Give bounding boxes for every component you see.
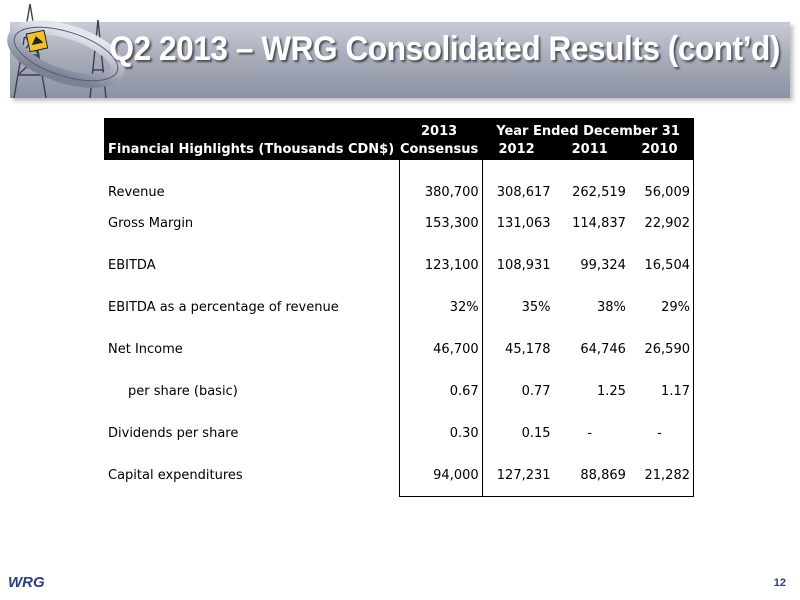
cell-2011: 262,519 (572, 184, 626, 200)
header-banner: Q2 2013 – WRG Consolidated Results (cont… (0, 0, 800, 100)
cell-2011: - (587, 425, 593, 441)
cell-2012: 45,178 (505, 341, 551, 357)
row-label: EBITDA (108, 257, 156, 273)
cell-2011: 38% (596, 299, 626, 315)
financial-highlights-table: 2013 Year Ended December 31 Financial Hi… (104, 118, 694, 497)
cell-2012: 0.15 (521, 425, 551, 441)
cell-2010: - (628, 412, 694, 454)
table-row: Dividends per share 0.30 0.15 - - (104, 412, 694, 454)
company-logo-graphic (7, 3, 125, 99)
spacer-cell (628, 160, 694, 182)
row-label: Dividends per share (108, 425, 239, 441)
cell-consensus: 0.67 (398, 370, 483, 412)
table-row: Net Income 46,700 45,178 64,746 26,590 (104, 328, 694, 370)
row-label: Revenue (108, 184, 165, 200)
table-row: per share (basic) 0.67 0.77 1.25 1.17 (104, 370, 694, 412)
cell-consensus: 46,700 (398, 328, 483, 370)
table-row: EBITDA as a percentage of revenue 32% 35… (104, 286, 694, 328)
cell-2010: 56,009 (628, 182, 694, 202)
cell-consensus: 123,100 (398, 244, 483, 286)
cell-2012: 0.77 (521, 383, 551, 399)
page-number: 12 (773, 577, 786, 589)
cell-2010: 29% (628, 286, 694, 328)
cell-consensus: 153,300 (398, 202, 483, 244)
cell-2011: 99,324 (580, 257, 626, 273)
cell-2012: 131,063 (496, 215, 551, 231)
cell-consensus: 0.30 (398, 412, 483, 454)
spacer-cell (554, 160, 629, 182)
table-row: EBITDA 123,100 108,931 99,324 16,504 (104, 244, 694, 286)
header-2010: 2010 (628, 139, 694, 160)
cell-consensus: 94,000 (398, 454, 483, 497)
cell-2012: 308,617 (496, 184, 551, 200)
slide-title: Q2 2013 – WRG Consolidated Results (cont… (109, 30, 780, 68)
row-label: EBITDA as a percentage of revenue (108, 299, 339, 315)
table-spacer-row (104, 160, 694, 182)
header-financial-highlights: Financial Highlights (Thousands CDN$) (104, 139, 400, 160)
table-header-row-2: Financial Highlights (Thousands CDN$) Co… (104, 139, 694, 160)
cell-2011: 1.25 (596, 383, 626, 399)
spacer-cell (398, 160, 483, 182)
cell-2011: 114,837 (572, 215, 626, 231)
header-2011: 2011 (553, 139, 629, 160)
header-2012: 2012 (482, 139, 554, 160)
spacer-cell (482, 160, 553, 182)
table-row: Revenue 380,700 308,617 262,519 56,009 (104, 182, 694, 202)
cell-2011: 64,746 (580, 341, 626, 357)
header-empty-cell (104, 118, 400, 139)
cell-2010: 26,590 (628, 328, 694, 370)
header-consensus: Consensus (398, 139, 483, 160)
row-label: Capital expenditures (108, 467, 243, 483)
cell-2011: 88,869 (553, 454, 629, 497)
cell-consensus: 380,700 (398, 182, 483, 202)
cell-2010: 16,504 (628, 244, 694, 286)
cell-2012: 108,931 (496, 257, 551, 273)
table-row: Gross Margin 153,300 131,063 114,837 22,… (104, 202, 694, 244)
cell-2012: 35% (521, 299, 551, 315)
cell-2010: 22,902 (628, 202, 694, 244)
table-header-row-1: 2013 Year Ended December 31 (104, 118, 694, 139)
spacer-cell (104, 160, 399, 182)
row-label: Net Income (108, 341, 183, 357)
footer-logo: WRG (8, 574, 45, 591)
header-year-ended: Year Ended December 31 (482, 118, 694, 139)
cell-2010: 1.17 (628, 370, 694, 412)
cell-consensus: 32% (398, 286, 483, 328)
table-row: Capital expenditures 94,000 127,231 88,8… (104, 454, 694, 497)
row-label: Gross Margin (108, 215, 194, 231)
cell-2010: 21,282 (628, 454, 694, 497)
header-consensus-year: 2013 (398, 118, 483, 139)
title-bar (10, 22, 790, 98)
row-label: per share (basic) (128, 383, 238, 399)
cell-2012: 127,231 (482, 454, 554, 497)
